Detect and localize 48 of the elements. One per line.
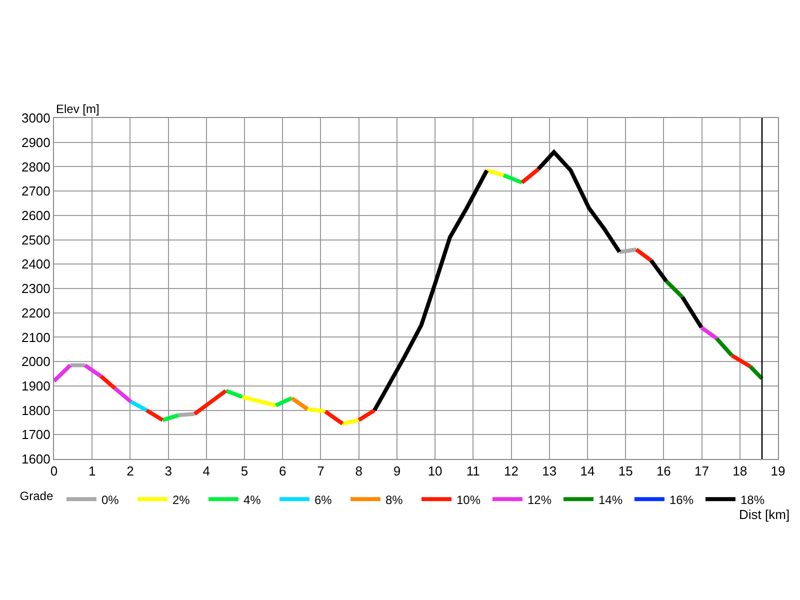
y-tick-label: 3000 <box>21 110 50 126</box>
x-tick-label: 14 <box>580 464 595 479</box>
y-tick-label: 1600 <box>21 452 50 467</box>
x-tick-label: 5 <box>240 464 248 479</box>
y-tick-label: 1700 <box>21 427 50 442</box>
legend-label: 12% <box>527 492 552 507</box>
x-tick-label: 2 <box>126 464 134 479</box>
x-tick-label: 6 <box>279 464 286 479</box>
x-tick-label: 13 <box>542 464 557 479</box>
x-axis-title: Dist [km] <box>739 507 790 522</box>
y-tick-label: 2000 <box>21 354 50 370</box>
legend-label: 16% <box>669 492 694 507</box>
y-tick-label: 2800 <box>21 159 50 174</box>
x-tick-label: 11 <box>466 464 480 479</box>
x-tick-label: 19 <box>770 464 786 479</box>
x-tick-label: 18 <box>732 464 748 479</box>
y-tick-label: 2600 <box>21 208 50 223</box>
x-tick-label: 3 <box>164 464 172 479</box>
legend-label: 14% <box>598 492 623 507</box>
x-tick-label: 12 <box>504 464 518 479</box>
x-tick-label: 9 <box>393 464 401 479</box>
x-tick-label: 16 <box>656 464 671 479</box>
legend-label: 18% <box>740 492 765 507</box>
x-tick-label: 15 <box>618 464 633 479</box>
y-tick-label: 2200 <box>21 305 50 320</box>
legend-label: 4% <box>243 492 262 507</box>
x-tick-label: 7 <box>317 464 324 479</box>
legend-label: 0% <box>101 492 120 507</box>
y-tick-label: 2100 <box>21 330 50 345</box>
legend-label: 10% <box>456 492 481 507</box>
y-tick-label: 2500 <box>21 232 50 248</box>
y-tick-label: 2300 <box>21 281 50 296</box>
legend-label: 6% <box>314 492 332 507</box>
y-axis-title: Elev [m] <box>56 102 100 116</box>
y-tick-label: 1900 <box>21 378 50 394</box>
legend-label: 2% <box>172 492 190 507</box>
legend-title: Grade <box>20 489 54 504</box>
legend-label: 8% <box>385 492 404 507</box>
y-tick-label: 1800 <box>21 402 50 418</box>
x-tick-label: 8 <box>355 464 362 479</box>
x-tick-label: 4 <box>202 464 210 479</box>
x-tick-label: 17 <box>694 464 710 479</box>
y-tick-label: 2700 <box>21 184 50 199</box>
x-tick-label: 0 <box>50 464 58 479</box>
x-tick-label: 1 <box>88 464 96 479</box>
y-tick-label: 2900 <box>21 134 50 150</box>
x-tick-label: 10 <box>428 464 442 479</box>
y-tick-label: 2400 <box>21 256 50 272</box>
